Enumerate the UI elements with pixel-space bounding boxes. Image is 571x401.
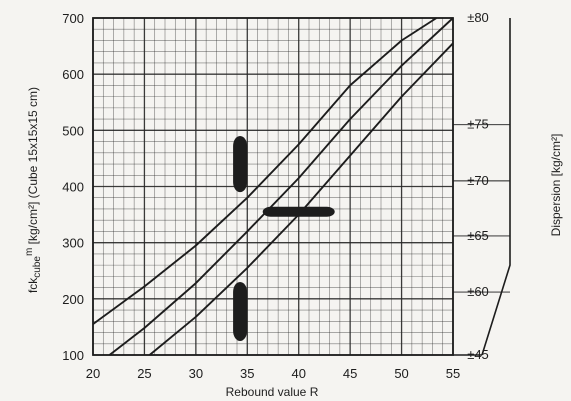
x-tick-label: 25 [137, 366, 151, 381]
plot-border [92, 17, 454, 356]
dispersion-label: ±45 [467, 347, 489, 362]
y-tick-label: 300 [62, 236, 84, 251]
y-tick-label: 700 [62, 11, 84, 26]
dispersion-label: ±65 [467, 228, 489, 243]
y-tick-label: 500 [62, 123, 84, 138]
y-tick-labels: 100 200 300 400 500 600 700 [62, 11, 84, 363]
x-tick-label: 55 [446, 366, 460, 381]
dispersion-label: ±60 [467, 284, 489, 299]
x-tick-label: 50 [394, 366, 408, 381]
y-axis-label-sup: m [24, 248, 35, 256]
x-tick-label: 30 [189, 366, 203, 381]
x-tick-label: 45 [343, 366, 357, 381]
y-axis-label-rest: [kg/cm²] (Cube 15x15x15 cm) [26, 87, 40, 248]
y-tick-label: 100 [62, 348, 84, 363]
dispersion-marker [233, 281, 248, 341]
dispersion-label: ±75 [467, 117, 489, 132]
curve [92, 17, 438, 325]
y-tick-label: 200 [62, 292, 84, 307]
x-tick-label: 35 [240, 366, 254, 381]
y-tick-label: 400 [62, 180, 84, 195]
dispersion-boundary [481, 18, 511, 356]
dispersion-label: ±80 [467, 10, 489, 25]
x-tick-label: 20 [86, 366, 100, 381]
dispersion-label: ±70 [467, 173, 489, 188]
y-axis-label-main: fck [26, 277, 40, 293]
y-tick-label: 600 [62, 67, 84, 82]
y-axis-label: fckcubem [kg/cm²] (Cube 15x15x15 cm) [24, 87, 43, 293]
x-axis-label: Rebound value R [226, 385, 319, 399]
dispersion-lines [453, 124, 510, 293]
plot-frame [92, 17, 511, 356]
dispersion-labels: ±80 ±75 ±70 ±65 ±60 ±45 [467, 10, 489, 362]
curve [108, 17, 454, 356]
dispersion-marker [233, 135, 248, 193]
y2-axis-label: Dispersion [kg/cm²] [549, 134, 563, 237]
x-tick-labels: 20 25 30 35 40 45 50 55 [86, 366, 460, 381]
dispersion-markers [233, 135, 335, 341]
x-tick-label: 40 [291, 366, 305, 381]
y-axis-label-sub: cube [32, 256, 43, 278]
grid [92, 17, 454, 356]
dispersion-marker [262, 206, 335, 217]
curve [148, 42, 454, 356]
